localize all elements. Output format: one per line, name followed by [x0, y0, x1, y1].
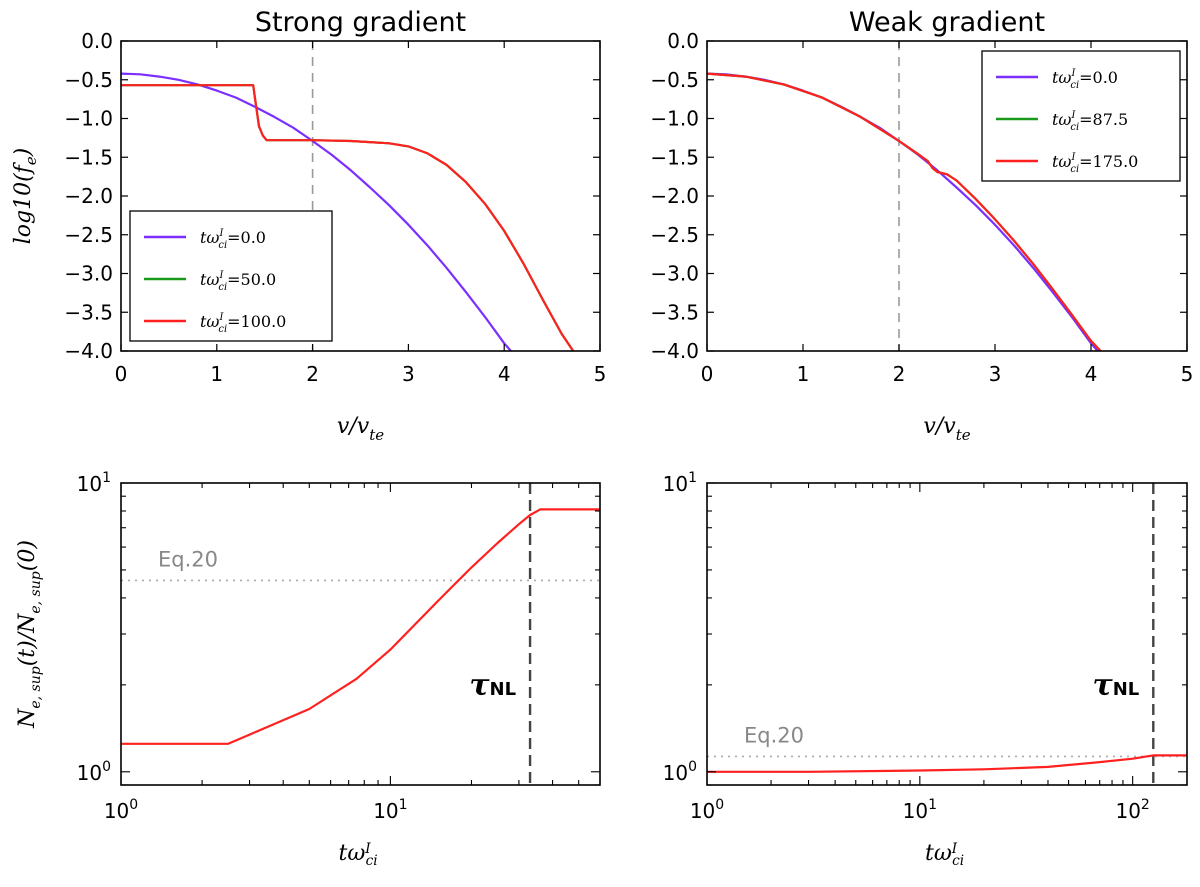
tau-nl-label: τNL: [469, 668, 516, 703]
eq20-label: Eq.20: [158, 547, 218, 571]
x-axis-label: tωI ci: [925, 841, 964, 869]
legend: tωI ci=0.0 tωI ci=50.0 tωI ci=100.0: [129, 210, 333, 342]
panel-2: 0 1 2 3 4 5 0.0 −0.5 −1.0 −1.5 −2.0 −2.5 −3.0 −3.5 −4.…: [650, 7, 1193, 444]
legend-label-2: tωI ci=87.5: [1052, 110, 1128, 133]
x-tick-label: 5: [1181, 362, 1194, 386]
plot-area: [121, 483, 600, 785]
axes-frame: [120, 482, 601, 786]
panel-4: 100 101 102 100 101 Eq.20 τNL tωI ci: [663, 470, 1188, 869]
series-line-1: [121, 72, 512, 351]
y-tick-label: 101: [663, 470, 697, 496]
y-tick-label: −1.0: [64, 107, 113, 131]
x-tick-label: 101: [903, 797, 937, 823]
y-tick-label: −0.5: [64, 68, 113, 92]
y-tick-label: −1.5: [64, 145, 113, 169]
y-axis-label: log10(fe): [11, 148, 40, 245]
y-tick-label: −3.5: [650, 300, 699, 324]
series-line-1: [707, 754, 1187, 773]
tau-nl-label: τNL: [1093, 668, 1140, 703]
y-tick-label: −0.5: [650, 68, 699, 92]
series-line-1: [121, 508, 600, 745]
y-tick-label: −1.0: [650, 107, 699, 131]
panel-title: Weak gradient: [849, 7, 1045, 38]
plot-area: [707, 483, 1187, 785]
y-tick-label: −3.0: [650, 262, 699, 286]
legend-label-1: tωI ci=0.0: [200, 228, 266, 251]
series-line-3: [707, 72, 1102, 351]
y-tick-label: −3.0: [64, 262, 113, 286]
legend: tωI ci=0.0 tωI ci=87.5 tωI ci=175.0: [981, 50, 1181, 182]
legend-label-2: tωI ci=50.0: [200, 270, 276, 293]
y-tick-label: 0.0: [81, 29, 113, 53]
legend-label-1: tωI ci=0.0: [1052, 68, 1118, 91]
legend-box: [129, 210, 333, 342]
y-tick-label: 100: [77, 759, 111, 785]
x-tick-label: 4: [1085, 362, 1098, 386]
x-tick-label: 1: [210, 362, 223, 386]
y-tick-label: 0.0: [667, 29, 699, 53]
x-tick-label: 101: [373, 797, 407, 823]
series-line-3: [121, 84, 575, 351]
x-tick-label: 3: [402, 362, 415, 386]
x-tick-label: 1: [797, 362, 810, 386]
plot-area: [707, 41, 1102, 351]
x-tick-label: 100: [690, 797, 724, 823]
x-axis-label: v/vte: [923, 414, 970, 444]
x-tick-label: 4: [498, 362, 511, 386]
x-tick-label: 3: [989, 362, 1002, 386]
panel-title: Strong gradient: [255, 7, 466, 38]
x-tick-label: 5: [594, 362, 607, 386]
x-tick-label: 0: [701, 362, 714, 386]
eq20-label: Eq.20: [744, 723, 804, 747]
x-tick-label: 2: [306, 362, 319, 386]
x-axis-label: tωI ci: [339, 841, 378, 869]
y-tick-label: −4.0: [650, 339, 699, 363]
y-tick-label: −2.0: [64, 184, 113, 208]
x-tick-label: 0: [115, 362, 128, 386]
panel-3: 100 101 100 101 Eq.20 τNL tωI ci Ne, sup(t)/Ne, …: [15, 470, 601, 869]
panel-1: 0 1 2 3 4 5 0.0 −0.5 −1.0 −1.5 −2.0 −2.5 −3.0 −3.5 −4.…: [11, 7, 606, 444]
y-tick-label: −2.0: [650, 184, 699, 208]
y-tick-label: −2.5: [650, 223, 699, 247]
y-tick-label: −4.0: [64, 339, 113, 363]
y-tick-label: −3.5: [64, 300, 113, 324]
legend-label-3: tωI ci=175.0: [1052, 152, 1138, 175]
x-axis-label: v/vte: [337, 414, 384, 444]
y-tick-label: 100: [663, 759, 697, 785]
x-tick-label: 102: [1115, 797, 1149, 823]
legend-box: [981, 50, 1181, 182]
x-tick-label: 2: [893, 362, 906, 386]
y-axis-label: Ne, sup(t)/Ne, sup(0): [15, 540, 44, 729]
y-tick-label: 101: [77, 470, 111, 496]
legend-label-3: tωI ci=100.0: [200, 312, 286, 335]
x-tick-label: 100: [104, 797, 138, 823]
y-tick-label: −1.5: [650, 145, 699, 169]
y-tick-label: −2.5: [64, 223, 113, 247]
